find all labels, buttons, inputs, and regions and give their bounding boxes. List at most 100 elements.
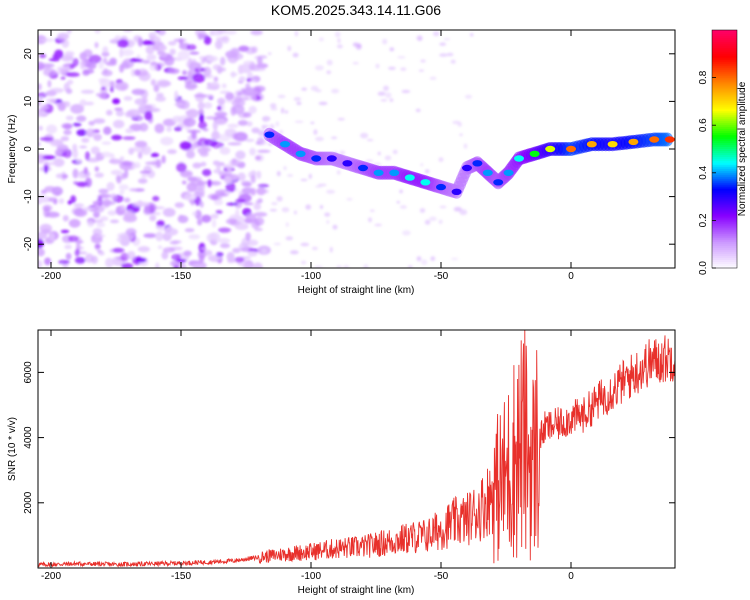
figure-title: KOM5.2025.343.14.11.G06 — [271, 2, 441, 18]
snr-y-ticks: 2000 4000 6000 — [23, 361, 675, 514]
spectrogram-cell — [159, 44, 167, 51]
spectrogram-cell — [54, 49, 64, 59]
spectrogram-cell — [246, 121, 253, 127]
spectrogram-cell — [91, 239, 103, 244]
colorbar-strip — [712, 218, 737, 221]
spectrogram-cell — [65, 115, 74, 121]
colorbar-strip — [712, 216, 737, 220]
spectrogram-cell — [203, 66, 212, 77]
spectrogram-cell — [149, 64, 159, 71]
spectrogram-cell — [238, 97, 249, 101]
spectrogram-cell — [396, 200, 400, 204]
spectrogram-cell — [397, 56, 406, 59]
spectrogram-cell — [164, 56, 175, 66]
spectrogram-cell — [150, 152, 160, 158]
spectrogram-cell — [79, 145, 88, 149]
spectrogram-cell — [276, 170, 281, 177]
spectrogram-noise-field — [38, 30, 474, 268]
spectrogram-cell — [106, 182, 115, 191]
spectrogram-cell — [120, 49, 134, 56]
ridge-point — [420, 179, 431, 186]
spectrogram-cell — [446, 52, 454, 57]
colorbar-strip — [712, 164, 737, 168]
spectrogram-cell — [210, 213, 219, 219]
spectrogram-cell — [152, 195, 160, 202]
spectrogram-cell — [200, 161, 207, 167]
spectrogram-cell — [157, 80, 172, 87]
colorbar-strip — [712, 228, 737, 231]
spectrogram-cell — [90, 146, 100, 155]
spectrogram-cell — [101, 86, 106, 91]
spectrogram-cell — [257, 183, 270, 188]
spectrogram-cell — [401, 89, 411, 94]
spectrogram-cell — [276, 196, 283, 202]
colorbar-strip — [712, 91, 737, 95]
spectrogram-cell — [182, 70, 187, 76]
colorbar-strip — [712, 250, 737, 253]
spectrogram-cell — [173, 126, 183, 132]
spectrogram-cell — [144, 110, 153, 121]
spectrogram-cell — [438, 157, 444, 163]
colorbar-strip — [712, 230, 737, 233]
spectrogram-cell — [48, 58, 60, 62]
spectrogram-cell — [252, 262, 263, 268]
spectrogram-cell — [44, 63, 55, 68]
spectrogram-cell — [123, 30, 133, 33]
spectrogram-cell — [134, 98, 147, 106]
colorbar-strip — [712, 35, 737, 39]
spectrogram-cell — [451, 257, 459, 260]
colorbar-strip — [712, 149, 737, 152]
spectrogram-cell — [38, 260, 43, 268]
spectrogram-cell — [232, 104, 245, 115]
spectrogram-cell — [234, 223, 249, 230]
spectrogram-cell — [96, 222, 106, 228]
spectrogram-cell — [197, 147, 209, 155]
spectrogram-cell — [172, 115, 183, 123]
spectrogram-cell — [202, 249, 213, 256]
spectrogram-cell — [218, 227, 231, 233]
spectrogram-cell — [58, 198, 65, 204]
spectrogram-cell — [339, 150, 346, 155]
snr-frame — [37, 329, 676, 569]
colorbar-strip — [712, 145, 737, 148]
colorbar-strip — [712, 192, 737, 196]
spectrogram-cell — [171, 253, 181, 261]
spectrogram-cell — [179, 141, 192, 151]
spectrogram-cell — [137, 178, 148, 184]
spectrogram-cell — [167, 149, 177, 155]
spectrogram-cell — [439, 205, 447, 209]
spectrogram-cell — [38, 248, 45, 257]
ridge-point — [628, 138, 639, 146]
y-tick-label: 2000 — [23, 491, 34, 514]
spectrogram-cell — [194, 209, 202, 220]
spectrogram-cell — [92, 201, 101, 206]
spectrogram-cell — [257, 137, 265, 146]
spectrogram-cell — [70, 195, 77, 204]
spectrogram-cell — [250, 30, 263, 36]
colorbar-strip — [712, 198, 737, 202]
spectrogram-cell — [318, 37, 324, 42]
colorbar-strip — [712, 107, 737, 110]
spectrogram-cell — [385, 92, 392, 99]
spectrogram-cell — [99, 216, 109, 222]
spectrogram-cell — [424, 169, 430, 174]
spectrogram-cell — [326, 220, 330, 224]
spectrogram-cell — [438, 219, 443, 224]
colorbar-strip — [712, 41, 737, 45]
spectrogram-cell — [194, 187, 205, 197]
spectrogram-cell — [336, 44, 343, 49]
spectrogram-cell — [197, 66, 202, 72]
spectrogram-cell — [197, 179, 205, 187]
spectrogram-cell — [212, 129, 219, 140]
spectrogram-cell — [48, 197, 58, 203]
colorbar-strip — [712, 150, 737, 154]
spectrogram-cell — [377, 151, 381, 156]
spectrogram-cell — [245, 138, 255, 142]
spectrogram-cell — [225, 50, 237, 59]
spectrogram-cell — [285, 236, 294, 241]
spectrogram-cell — [198, 121, 208, 130]
spectrogram-cell — [65, 252, 72, 260]
spectrogram-cell — [145, 161, 159, 165]
spectrogram-cell — [226, 252, 235, 262]
y-tick-label: 4000 — [23, 426, 34, 449]
